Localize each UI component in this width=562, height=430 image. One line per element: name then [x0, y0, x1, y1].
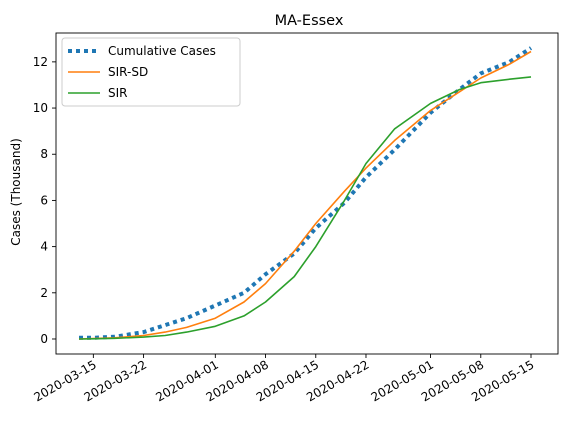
chart-title: MA-Essex — [275, 13, 344, 29]
y-tick-label-3: 6 — [40, 193, 48, 207]
y-tick-label-2: 4 — [40, 240, 48, 254]
series-line-0 — [79, 46, 533, 340]
y-axis-label: Cases (Thousand) — [9, 138, 23, 246]
legend-label-1: SIR-SD — [108, 65, 148, 79]
y-tick-label-1: 2 — [40, 286, 48, 300]
series-layer — [78, 46, 533, 340]
legend-box — [61, 37, 241, 107]
series-line-2 — [78, 76, 532, 340]
legend: Cumulative Cases SIR-SD SIR — [61, 37, 241, 107]
y-tick-label-5: 10 — [33, 101, 48, 115]
plot-frame — [55, 32, 559, 355]
y-tick-label-0: 0 — [40, 332, 48, 346]
legend-label-0: Cumulative Cases — [108, 44, 216, 58]
y-tick-label-4: 8 — [40, 147, 48, 161]
series-line-1 — [78, 50, 532, 340]
y-tick-label-6: 12 — [33, 55, 48, 69]
legend-label-2: SIR — [108, 86, 128, 100]
